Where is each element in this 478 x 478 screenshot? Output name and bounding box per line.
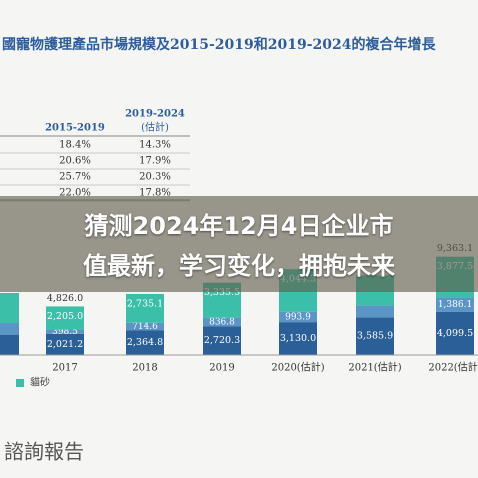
table-cell: 17.8% [139,188,171,199]
bar-base [126,330,164,355]
bar-mid [46,329,84,334]
bar-base [203,326,241,355]
bar-mid [203,317,241,327]
table-header: 2019-2024 [125,109,185,120]
bar-mid [436,297,474,312]
bar-label: 4,099.5 [437,328,473,339]
bar-label: 398.5 [52,327,78,337]
table-cell: 14.3% [139,140,171,151]
table-cell: 25.7% [59,172,91,183]
table-cell: 20.3% [139,172,171,183]
x-label: 2022(估計) [428,361,478,374]
bar-label: 1,386.1 [438,300,472,310]
table-header: (估計) [141,121,169,134]
bar-total: 4,826.0 [47,293,83,304]
table-cell: 17.9% [139,156,171,167]
table-header: 2015-2019 [45,123,105,134]
bar-label: 2,735.1 [127,298,163,309]
bar-top [0,293,19,323]
bar-label: 836.8 [209,318,235,328]
bar-label: 3,335.5 [204,287,240,298]
x-label: 2018 [132,363,157,374]
overlay-line: 值最新，学习变化，拥抱未来 [83,252,395,280]
bar-label: 2,021.2 [47,339,83,350]
bar-mid [356,305,394,318]
bar-mid [0,323,19,335]
bar-base [0,335,19,355]
bar-base [279,322,317,355]
footer-text: 諮詢報告 [4,440,84,464]
report-title: 國寵物護理產品市場規模及2015-2019和2019-2024的複合年增長 [2,36,436,53]
table-cell: 22.0% [59,188,91,199]
bar-label: 3,585.9 [357,331,393,342]
bar-label: 993.9 [285,312,311,322]
x-label: 2021(估計) [348,361,401,374]
overlay-line: 猜测2024年12月4日企业市 [84,212,394,240]
legend-label: 貓砂 [30,376,50,389]
bar-label: 714.6 [132,322,158,332]
table-cell: 18.4% [59,140,91,151]
x-label: 2019 [209,363,234,374]
bar-label: 3,130.0 [280,333,316,344]
legend-swatch [16,379,24,387]
bar-base [436,311,474,355]
bar-label: 2,720.3 [204,335,240,346]
bar-base [356,317,394,355]
bar-label: 2,205.0 [47,311,83,322]
table: 2015-2019 2019-2024(估計) 18.4% 14.3% 20.6% 17.… [0,109,190,202]
bar-mid [126,322,164,331]
x-label: 2017 [52,363,77,374]
bar-label: 2,364.8 [127,337,163,348]
bar-mid [279,311,317,323]
bar-top [46,306,84,330]
x-label: 2020(估計) [271,361,324,374]
bar-top [126,293,164,323]
bar-base [46,333,84,355]
table-cell: 20.6% [59,156,91,167]
title-overlay: 猜测2024年12月4日企业市 值最新，学习变化，拥抱未来 [0,196,478,292]
